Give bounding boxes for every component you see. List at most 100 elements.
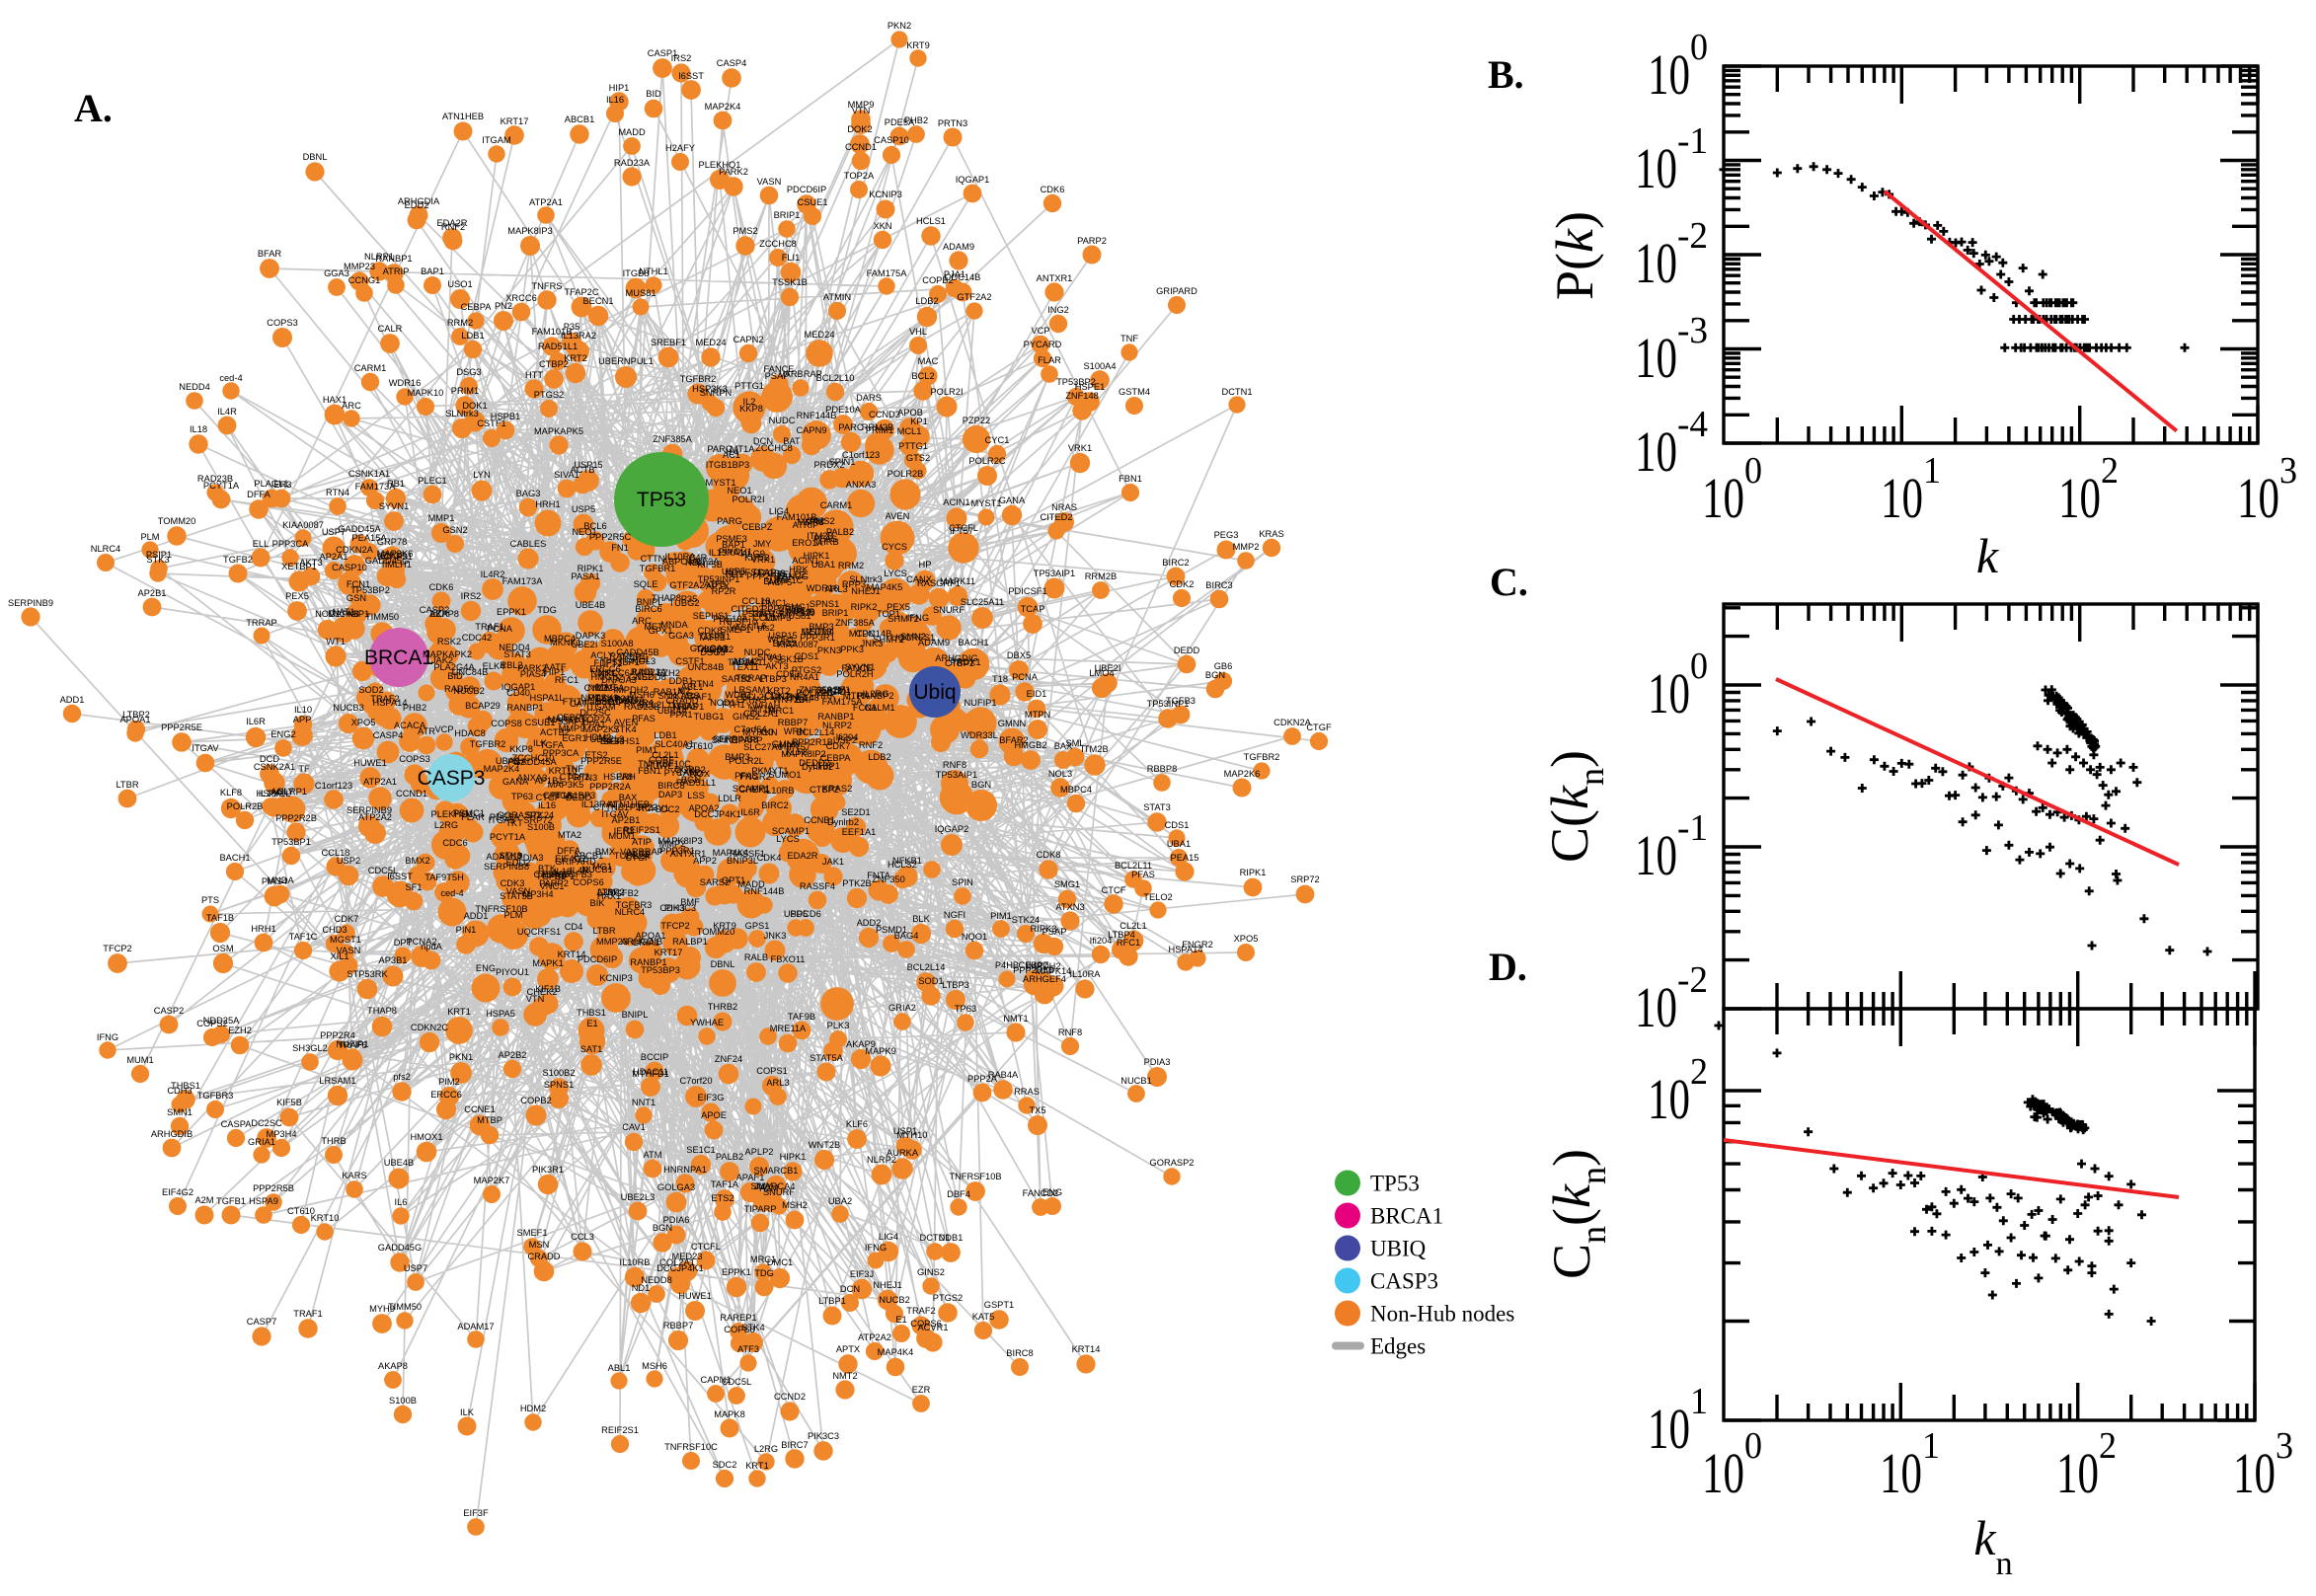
svg-text:PYCARD: PYCARD	[1024, 340, 1062, 349]
svg-text:THBS1: THBS1	[171, 1081, 200, 1091]
svg-text:JAK2: JAK2	[431, 655, 453, 665]
svg-text:PPP2A: PPP2A	[967, 1074, 998, 1084]
svg-text:ADAM9: ADAM9	[918, 638, 950, 647]
svg-text:KRT1: KRT1	[745, 1461, 769, 1471]
svg-text:ENG: ENG	[476, 963, 496, 973]
svg-text:CARM1: CARM1	[820, 500, 853, 510]
svg-text:MED24: MED24	[804, 330, 834, 340]
svg-text:PCSK9: PCSK9	[588, 693, 619, 703]
svg-text:SQLE: SQLE	[634, 579, 658, 589]
svg-text:C1orf123: C1orf123	[315, 781, 352, 791]
svg-text:TNFRSF10C: TNFRSF10C	[638, 759, 691, 769]
svg-text:SEPHS1: SEPHS1	[604, 736, 641, 746]
svg-text:JNK3: JNK3	[861, 639, 884, 648]
svg-text:PPP2R5B: PPP2R5B	[253, 1183, 294, 1193]
svg-text:KIF5B: KIF5B	[744, 553, 770, 563]
svg-text:RCHY1: RCHY1	[638, 803, 669, 813]
svg-text:SARS2: SARS2	[700, 877, 731, 887]
svg-text:ITGAV: ITGAV	[192, 743, 219, 753]
svg-text:NUCB3: NUCB3	[333, 703, 364, 713]
svg-text:TOMM20: TOMM20	[697, 927, 735, 937]
svg-text:MAP2K7: MAP2K7	[583, 724, 620, 734]
svg-text:COPB2: COPB2	[674, 765, 706, 775]
svg-text:pfs2: pfs2	[757, 623, 775, 633]
svg-text:PDIA3: PDIA3	[1144, 1057, 1171, 1067]
svg-text:CTTN: CTTN	[641, 554, 665, 564]
svg-text:PCYT1A: PCYT1A	[490, 832, 526, 842]
svg-text:APP2: APP2	[693, 856, 717, 866]
svg-text:IFT57: IFT57	[950, 526, 973, 536]
svg-text:PDCD6IP: PDCD6IP	[787, 185, 826, 194]
svg-text:MTPN: MTPN	[843, 691, 869, 701]
svg-text:PALB2: PALB2	[826, 527, 854, 537]
svg-text:PFAS: PFAS	[734, 771, 758, 781]
svg-text:ITGB1BP3: ITGB1BP3	[706, 460, 749, 470]
svg-text:CYC1: CYC1	[985, 435, 1010, 445]
svg-text:BAP1: BAP1	[421, 266, 444, 276]
svg-text:TAF9B: TAF9B	[788, 1012, 815, 1022]
svg-text:HSPE1: HSPE1	[1075, 382, 1106, 392]
svg-text:MAPK1: MAPK1	[532, 958, 564, 968]
svg-text:MAPK11: MAPK11	[940, 576, 975, 586]
svg-text:GANA: GANA	[999, 495, 1026, 505]
svg-text:ZCCHC8: ZCCHC8	[759, 239, 797, 249]
svg-text:APOA2: APOA2	[688, 803, 719, 813]
svg-text:VARBRAP: VARBRAP	[620, 847, 663, 857]
svg-text:PDICSF1: PDICSF1	[1008, 586, 1046, 596]
svg-text:ATN1HEB: ATN1HEB	[608, 799, 650, 809]
svg-text:DMC1: DMC1	[767, 1257, 793, 1267]
svg-text:MMP2: MMP2	[1233, 542, 1260, 552]
svg-text:UBERNPUL1: UBERNPUL1	[598, 356, 654, 366]
svg-text:CCND1: CCND1	[845, 142, 877, 152]
svg-text:IMPDH2: IMPDH2	[613, 685, 648, 695]
svg-text:COPS6: COPS6	[910, 1319, 942, 1329]
svg-text:NMT1: NMT1	[1003, 1014, 1028, 1024]
svg-text:MTBP: MTBP	[477, 1115, 502, 1125]
svg-text:CTGF: CTGF	[1306, 722, 1332, 732]
svg-text:VASN: VASN	[757, 177, 782, 187]
svg-text:COPS1: COPS1	[756, 1066, 788, 1076]
svg-text:CRADD: CRADD	[665, 696, 698, 706]
svg-text:DDB1: DDB1	[669, 676, 694, 686]
svg-text:FLAR: FLAR	[461, 812, 485, 822]
svg-text:FNTA: FNTA	[867, 871, 890, 880]
svg-text:MAP4K4: MAP4K4	[713, 848, 749, 858]
svg-text:ITGA5: ITGA5	[489, 815, 515, 825]
svg-text:SCAMP1: SCAMP1	[733, 784, 770, 794]
svg-text:AP2A1: AP2A1	[320, 552, 348, 562]
svg-text:P35: P35	[681, 594, 698, 604]
svg-text:YWHAH: YWHAH	[746, 701, 781, 711]
svg-text:COPS8: COPS8	[724, 1325, 755, 1334]
svg-text:CTCFL: CTCFL	[949, 523, 978, 533]
svg-text:k: k	[1976, 528, 1999, 583]
svg-text:AP3B1: AP3B1	[379, 955, 408, 965]
svg-text:MYST1: MYST1	[971, 498, 1002, 508]
svg-text:PDCD6: PDCD6	[790, 909, 821, 919]
svg-text:SYVN1: SYVN1	[379, 501, 410, 511]
svg-text:THAP8: THAP8	[367, 1006, 397, 1016]
svg-text:PHB: PHB	[796, 607, 814, 617]
svg-text:LYN: LYN	[473, 470, 490, 480]
svg-text:BCL2L14: BCL2L14	[797, 727, 835, 737]
svg-text:SOD1: SOD1	[703, 645, 728, 654]
svg-text:MCL1: MCL1	[897, 426, 922, 436]
svg-text:TP53: TP53	[1370, 1172, 1420, 1196]
svg-text:10-1: 10-1	[1635, 120, 1708, 200]
svg-text:TGFA: TGFA	[540, 740, 565, 750]
svg-text:XPO5: XPO5	[1234, 934, 1259, 944]
svg-text:NMT2: NMT2	[832, 1371, 857, 1381]
svg-text:TRAF1: TRAF1	[293, 1309, 322, 1319]
svg-text:SPNS1: SPNS1	[544, 1080, 575, 1090]
svg-text:SIVA1: SIVA1	[757, 652, 783, 662]
svg-text:HSPA14: HSPA14	[373, 698, 408, 708]
svg-text:FN1: FN1	[611, 543, 629, 553]
svg-text:SLNtrk3: SLNtrk3	[849, 574, 883, 584]
svg-text:TUBG1: TUBG1	[694, 712, 725, 722]
svg-text:TGFBR2: TGFBR2	[680, 374, 717, 384]
svg-text:FAM101B: FAM101B	[532, 327, 573, 337]
svg-text:CDH3: CDH3	[659, 903, 684, 913]
svg-text:CYCS: CYCS	[882, 542, 907, 552]
svg-text:CASP10: CASP10	[874, 135, 909, 145]
svg-text:MEF2A: MEF2A	[689, 557, 721, 567]
svg-text:RIPK2: RIPK2	[851, 602, 878, 612]
